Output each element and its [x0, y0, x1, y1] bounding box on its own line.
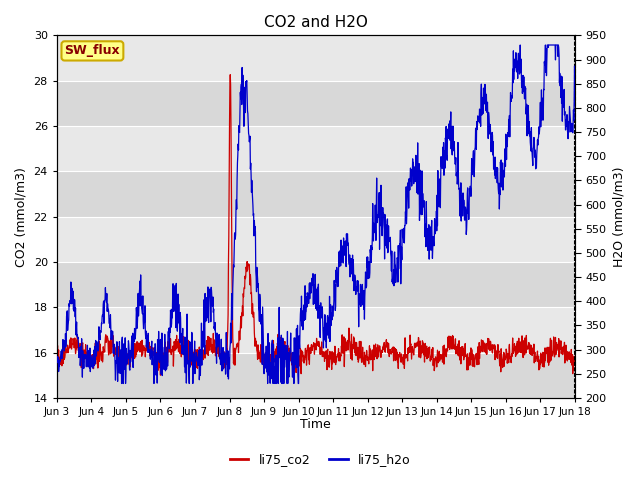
Bar	[57, 307, 575, 353]
Y-axis label: CO2 (mmol/m3): CO2 (mmol/m3)	[15, 167, 28, 266]
Text: SW_flux: SW_flux	[65, 44, 120, 58]
Bar	[57, 262, 575, 307]
Legend: li75_co2, li75_h2o: li75_co2, li75_h2o	[225, 448, 415, 471]
X-axis label: Time: Time	[301, 419, 332, 432]
Bar	[57, 81, 575, 126]
Bar	[57, 353, 575, 398]
Y-axis label: H2O (mmol/m3): H2O (mmol/m3)	[612, 167, 625, 267]
Bar	[57, 171, 575, 216]
Bar	[57, 36, 575, 81]
Title: CO2 and H2O: CO2 and H2O	[264, 15, 368, 30]
Bar	[57, 126, 575, 171]
Bar	[57, 216, 575, 262]
